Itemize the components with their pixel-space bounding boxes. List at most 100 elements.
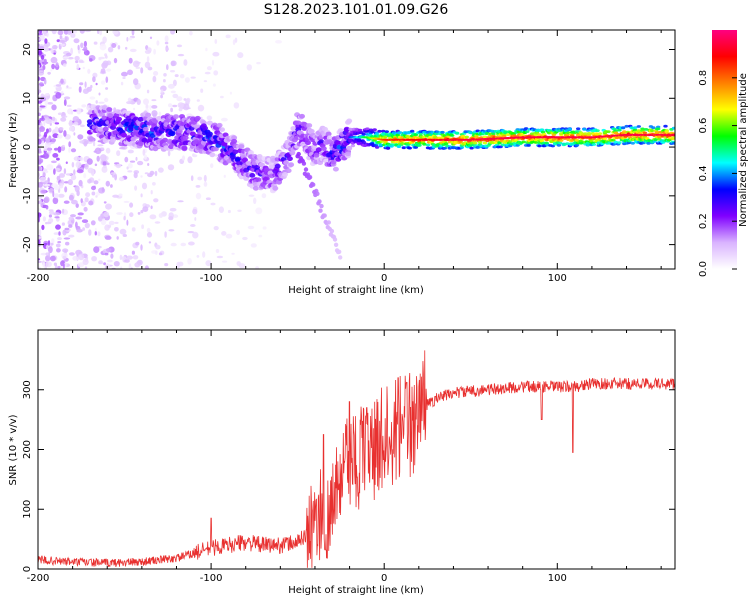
heatmap-cell (47, 71, 51, 75)
heatmap-cell (54, 167, 61, 172)
heatmap-cell (636, 129, 641, 133)
heatmap-cell (211, 59, 215, 66)
heatmap-cell (97, 126, 104, 132)
heatmap-cell (413, 146, 419, 149)
heatmap-cell (155, 244, 161, 250)
heatmap-cell (76, 169, 84, 174)
heatmap-cell (114, 173, 117, 181)
heatmap-cell (106, 107, 113, 112)
heatmap-cell (158, 213, 164, 218)
heatmap-cell (46, 128, 49, 134)
heatmap-cell (127, 170, 133, 173)
heatmap-cell (559, 139, 564, 142)
heatmap-cell (103, 201, 107, 204)
heatmap-cell (102, 126, 109, 132)
heatmap-cell (73, 38, 80, 44)
heatmap-cell (68, 234, 75, 238)
heatmap-cell (227, 209, 231, 214)
heatmap-cell (325, 131, 332, 137)
heatmap-cell (111, 43, 117, 48)
heatmap-cell (102, 60, 109, 67)
heatmap-cell (174, 74, 179, 78)
heatmap-cell (315, 191, 320, 196)
heatmap-cell (137, 141, 144, 147)
heatmap-cell (196, 255, 200, 258)
heatmap-cell (237, 209, 242, 212)
heatmap-cell (216, 122, 223, 128)
heatmap-cell (187, 258, 192, 265)
heatmap-cell (45, 261, 52, 268)
heatmap-cell (144, 172, 149, 175)
heatmap-cell (134, 262, 141, 268)
heatmap-cell (93, 141, 96, 147)
heatmap-cell (120, 266, 123, 269)
heatmap-cell (84, 222, 90, 229)
heatmap-cell (70, 214, 76, 218)
heatmap-cell (70, 148, 77, 153)
heatmap-cell (67, 179, 73, 186)
heatmap-cell (140, 175, 143, 178)
heatmap-cell (128, 263, 132, 269)
heatmap-cell (140, 209, 144, 214)
heatmap-cell (52, 190, 55, 198)
heatmap-cell (85, 192, 91, 198)
heatmap-cell (38, 84, 41, 91)
heatmap-cell (170, 60, 177, 67)
heatmap-cell (214, 154, 218, 157)
heatmap-cell (53, 52, 56, 55)
heatmap-cell (422, 142, 427, 146)
heatmap-cell (205, 197, 211, 200)
heatmap-cell (170, 70, 175, 73)
heatmap-cell (79, 30, 85, 34)
heatmap-cell (177, 53, 185, 57)
heatmap-cell (144, 265, 149, 269)
heatmap-cell (672, 133, 675, 136)
heatmap-cell (671, 141, 675, 145)
heatmap-cell (142, 126, 149, 132)
heatmap-cell (39, 30, 43, 34)
heatmap-cell (147, 163, 150, 166)
heatmap-cell (210, 202, 216, 206)
heatmap-cell (133, 78, 139, 86)
heatmap-cell (502, 134, 507, 138)
heatmap-cell (475, 129, 480, 133)
heatmap-cell (38, 133, 41, 138)
heatmap-cell (275, 40, 282, 44)
heatmap-cell (343, 127, 350, 133)
heatmap-cell (332, 237, 338, 242)
heatmap-cell (105, 203, 112, 210)
heatmap-cell (192, 231, 199, 239)
heatmap-cell (78, 86, 82, 93)
heatmap-cell (131, 227, 136, 232)
heatmap-cell (103, 262, 106, 266)
y-tick-label: 10 (22, 92, 33, 105)
heatmap-cell (556, 143, 562, 147)
heatmap-cell (116, 212, 123, 215)
heatmap-cell (38, 89, 42, 94)
heatmap-cell (283, 160, 290, 166)
heatmap-cell (94, 163, 98, 167)
heatmap-cell (50, 56, 58, 64)
heatmap-cell (121, 256, 127, 261)
heatmap-cell (42, 262, 45, 268)
heatmap-cell (290, 126, 297, 131)
heatmap-cell (76, 107, 82, 115)
heatmap-cell (129, 202, 134, 208)
heatmap-cell (184, 77, 190, 83)
heatmap-cell (248, 150, 255, 156)
heatmap-cell (503, 131, 508, 134)
heatmap-cell (89, 58, 93, 62)
heatmap-cell (124, 156, 129, 163)
heatmap-cell (39, 105, 46, 108)
heatmap-cell (93, 180, 99, 185)
heatmap-cell (65, 173, 72, 176)
heatmap-cell (299, 113, 305, 119)
heatmap-cell (93, 41, 98, 45)
heatmap-cell (75, 216, 83, 220)
heatmap-cell (464, 135, 469, 139)
heatmap-cell (252, 185, 259, 191)
heatmap-cell (221, 117, 228, 122)
heatmap-cell (65, 241, 70, 246)
heatmap-cell (172, 93, 179, 99)
heatmap-cell (117, 45, 121, 50)
